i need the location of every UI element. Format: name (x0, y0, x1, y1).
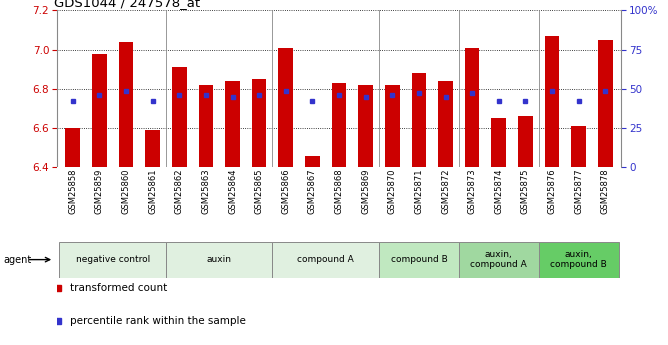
Bar (358, 85, 373, 167)
Text: GSM25861: GSM25861 (148, 169, 157, 214)
Text: GSM25877: GSM25877 (574, 169, 583, 215)
Text: auxin,
compound B: auxin, compound B (550, 250, 607, 269)
Bar (571, 126, 586, 167)
Bar (459, 241, 538, 278)
Bar (252, 79, 267, 167)
Bar (465, 48, 480, 167)
Text: GSM25862: GSM25862 (175, 169, 184, 214)
Text: auxin: auxin (206, 255, 232, 264)
Bar (411, 73, 426, 167)
Text: agent: agent (3, 255, 31, 265)
Text: GSM25867: GSM25867 (308, 169, 317, 215)
Text: GSM25876: GSM25876 (548, 169, 556, 215)
Text: GSM25870: GSM25870 (387, 169, 397, 214)
Text: compound B: compound B (391, 255, 448, 264)
Bar (198, 85, 213, 167)
Bar (146, 130, 160, 167)
Bar (59, 241, 166, 278)
Text: GSM25873: GSM25873 (468, 169, 477, 215)
Bar (438, 81, 453, 167)
Bar (166, 241, 273, 278)
Text: percentile rank within the sample: percentile rank within the sample (70, 316, 246, 326)
Text: negative control: negative control (75, 255, 150, 264)
Text: transformed count: transformed count (70, 283, 168, 293)
Bar (332, 83, 346, 167)
Text: GSM25872: GSM25872 (441, 169, 450, 214)
Text: GDS1044 / 247578_at: GDS1044 / 247578_at (54, 0, 200, 9)
Bar (379, 241, 459, 278)
Text: GSM25871: GSM25871 (414, 169, 424, 214)
Text: GSM25869: GSM25869 (361, 169, 370, 214)
Text: auxin,
compound A: auxin, compound A (470, 250, 527, 269)
Bar (598, 40, 613, 167)
Bar (92, 53, 107, 167)
Text: GSM25863: GSM25863 (201, 169, 210, 215)
Bar (385, 85, 399, 167)
Text: GSM25865: GSM25865 (255, 169, 264, 214)
Bar (538, 241, 619, 278)
Bar (492, 118, 506, 167)
Bar (544, 36, 559, 167)
Text: GSM25875: GSM25875 (521, 169, 530, 214)
Bar (273, 241, 379, 278)
Text: GSM25860: GSM25860 (122, 169, 130, 214)
Bar (172, 67, 186, 167)
Text: GSM25874: GSM25874 (494, 169, 503, 214)
Bar (279, 48, 293, 167)
Text: GSM25864: GSM25864 (228, 169, 237, 214)
Text: GSM25868: GSM25868 (335, 169, 343, 215)
Bar (119, 42, 134, 167)
Text: GSM25858: GSM25858 (68, 169, 77, 214)
Bar (65, 128, 80, 167)
Bar (518, 116, 532, 167)
Bar (225, 81, 240, 167)
Bar (305, 156, 320, 167)
Text: GSM25866: GSM25866 (281, 169, 291, 215)
Text: GSM25859: GSM25859 (95, 169, 104, 214)
Text: compound A: compound A (297, 255, 354, 264)
Text: GSM25878: GSM25878 (601, 169, 610, 215)
